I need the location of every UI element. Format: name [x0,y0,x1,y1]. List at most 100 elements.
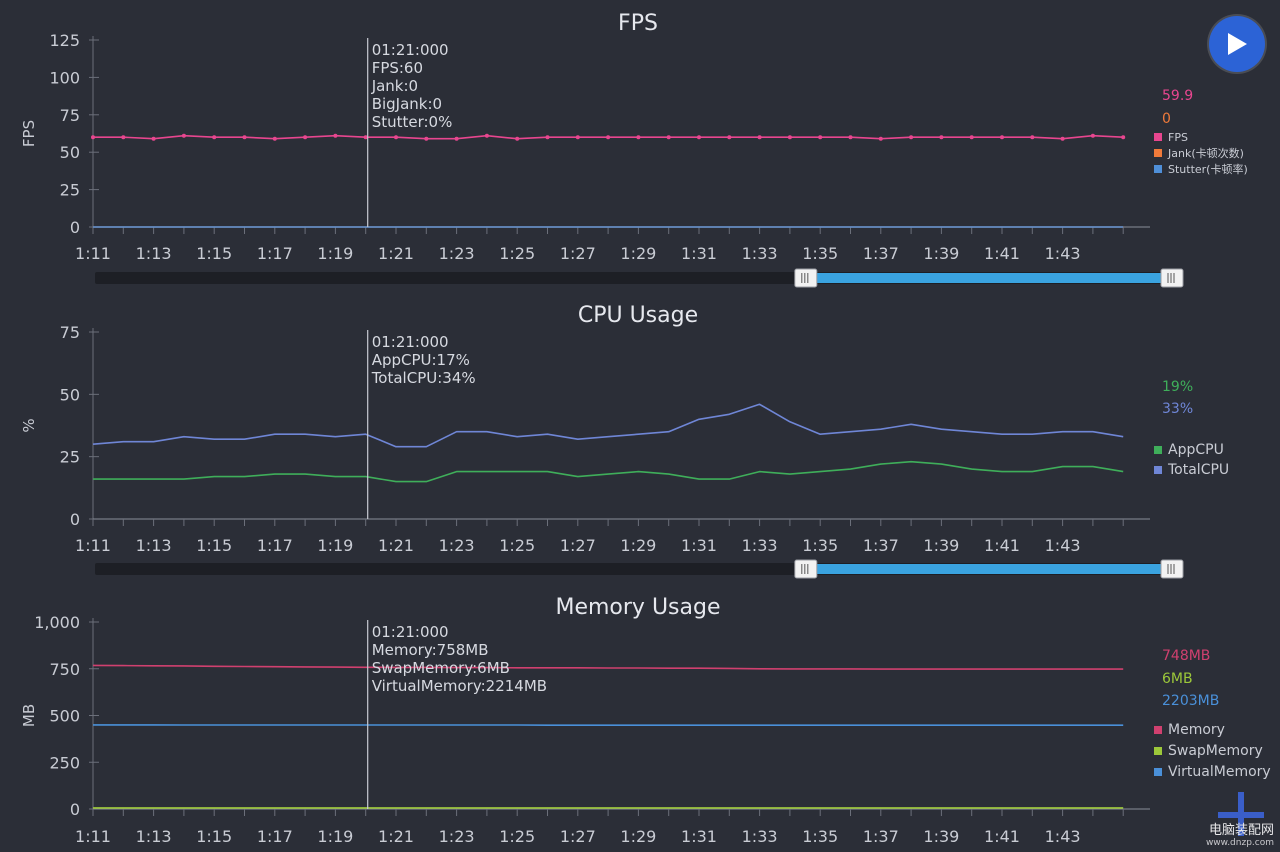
fps-data-point [1030,135,1035,140]
fps-legend-label: Jank(卡顿次数) [1167,146,1244,160]
cpu-x-tick-label: 1:35 [802,536,838,555]
fps-data-point [939,135,944,140]
fps-legend-swatch[interactable] [1154,133,1162,141]
cpu-range-handle-left[interactable] [794,559,818,579]
memory-legend-label: VirtualMemory [1168,764,1271,780]
cpu-x-tick-label: 1:27 [560,536,596,555]
range-handle-grip[interactable] [1160,559,1184,579]
fps-chart: FPS FPS 125 100 75 50 25 0 1:11 1:13 1:15 1:17 1:19 1… [20,11,1248,288]
fps-y-tick-label: 100 [49,68,80,87]
memory-x-tick-label: 1:13 [136,827,172,846]
fps-data-point [181,133,186,138]
memory-x-tick-label: 1:39 [923,827,959,846]
memory-legend-swatch[interactable] [1154,768,1162,776]
fps-x-tick-label: 1:29 [620,244,656,263]
fps-data-point [848,135,853,140]
cpu-x-tick-label: 1:29 [620,536,656,555]
fps-x-tick-label: 1:39 [923,244,959,263]
fps-data-point [909,135,914,140]
fps-range-slider-selection[interactable] [805,273,1172,283]
fps-y-tick-label: 25 [60,181,80,200]
fps-data-point [424,136,429,141]
fps-data-point [878,136,883,141]
memory-legend-swatch[interactable] [1154,747,1162,755]
cpu-x-tick-label: 1:37 [863,536,899,555]
cpu-x-tick-label: 1:39 [923,536,959,555]
fps-data-point [1060,136,1065,141]
cpu-legend-swatch[interactable] [1154,466,1162,474]
fps-x-tick-label: 1:27 [560,244,596,263]
fps-y-axis-label: FPS [20,120,38,147]
memory-x-tick-label: 1:21 [378,827,414,846]
fps-current-value: 0 [1162,111,1171,127]
cpu-y-axis-label: % [20,418,38,432]
cpu-x-tick-label: 1:21 [378,536,414,555]
play-button[interactable] [1209,16,1265,72]
fps-x-tick-label: 1:23 [439,244,475,263]
memory-x-tick-label: 1:27 [560,827,596,846]
range-handle-grip[interactable] [794,268,818,288]
memory-x-tick-label: 1:15 [196,827,232,846]
range-handle-grip[interactable] [1160,268,1184,288]
memory-x-tick-label: 1:37 [863,827,899,846]
memory-current-value: 2203MB [1162,693,1219,709]
fps-x-tick-label: 1:41 [984,244,1020,263]
memory-tooltip-line: VirtualMemory:2214MB [372,677,547,695]
fps-x-tick-label: 1:21 [378,244,414,263]
memory-current-value: 748MB [1162,648,1210,664]
fps-data-point [1121,135,1126,140]
fps-legend-label: FPS [1168,131,1188,144]
cpu-tooltip-line: AppCPU:17% [372,351,470,369]
fps-legend-swatch[interactable] [1154,165,1162,173]
fps-y-tick-label: 50 [60,143,80,162]
fps-y-tick-label: 125 [49,31,80,50]
cpu-x-tick-label: 1:33 [742,536,778,555]
memory-tooltip-line: Memory:758MB [372,641,489,659]
fps-data-point [484,133,489,138]
watermark: 电脑装配网 www.dnzp.com [1206,824,1274,850]
cpu-tooltip-line: TotalCPU:34% [371,369,476,387]
cpu-y-tick-label: 0 [70,510,80,529]
fps-y-tick-label: 75 [60,106,80,125]
fps-x-tick-label: 1:25 [499,244,535,263]
fps-x-tick-label: 1:15 [196,244,232,263]
play-icon [1228,33,1247,55]
fps-data-point [787,135,792,140]
cpu-legend-label: TotalCPU [1167,462,1229,478]
cpu-chart-title: CPU Usage [578,303,698,328]
fps-legend-label: Stutter(卡顿率) [1168,162,1248,176]
fps-legend-swatch[interactable] [1154,149,1162,157]
memory-tooltip-line: SwapMemory:6MB [372,659,510,677]
memory-x-tick-label: 1:41 [984,827,1020,846]
fps-chart-title: FPS [618,11,658,36]
memory-y-tick-label: 250 [49,753,80,772]
fps-range-handle-left[interactable] [794,268,818,288]
fps-data-point [515,136,520,141]
cpu-x-tick-label: 1:23 [439,536,475,555]
fps-tooltip-line: Jank:0 [371,77,418,95]
fps-data-point [151,136,156,141]
memory-x-tick-label: 1:11 [75,827,111,846]
cpu-x-tick-label: 1:43 [1045,536,1081,555]
memory-legend-swatch[interactable] [1154,726,1162,734]
fps-data-point [333,133,338,138]
cpu-range-handle-right[interactable] [1160,559,1184,579]
cpu-tooltip-line: 01:21:000 [372,333,449,351]
fps-x-tick-label: 1:11 [75,244,111,263]
fps-data-point [636,135,641,140]
cpu-x-tick-label: 1:25 [499,536,535,555]
memory-current-value: 6MB [1162,671,1193,687]
fps-range-handle-right[interactable] [1160,268,1184,288]
fps-x-tick-label: 1:31 [681,244,717,263]
range-handle-grip[interactable] [794,559,818,579]
memory-y-tick-label: 0 [70,800,80,819]
memory-chart: Memory Usage MB 1,000 750 500 250 0 1:11 1:13 1:1… [20,595,1271,846]
cpu-legend-swatch[interactable] [1154,446,1162,454]
fps-x-tick-label: 1:17 [257,244,293,263]
memory-series-memory-line [92,664,1124,670]
cpu-range-slider-selection[interactable] [805,564,1172,574]
fps-tooltip-line: Stutter:0% [372,113,453,131]
cpu-y-tick-label: 25 [60,448,80,467]
cpu-y-tick-label: 50 [60,385,80,404]
